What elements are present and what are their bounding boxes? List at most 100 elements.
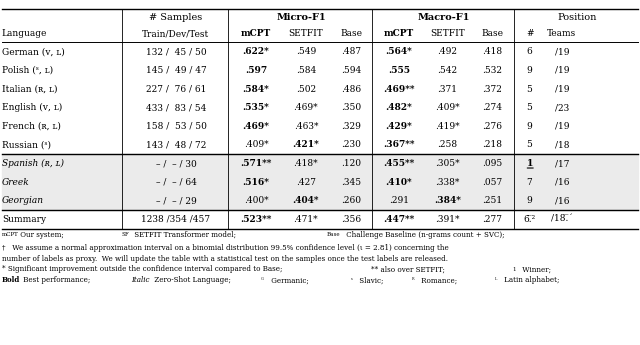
Text: – /  – / 30: – / – / 30	[156, 159, 196, 168]
Text: 1238 /354 /457: 1238 /354 /457	[141, 215, 211, 224]
Text: number of labels as proxy.  We will update the table with a statistical test on : number of labels as proxy. We will updat…	[2, 255, 448, 263]
Bar	[2, 173, 638, 191]
Text: /18.̅´: /18.̅´	[551, 215, 573, 224]
Text: ᴳ: ᴳ	[260, 278, 263, 283]
Text: Latin alphabet;: Latin alphabet;	[502, 276, 559, 284]
Text: 433 /  83 / 54: 433 / 83 / 54	[146, 103, 206, 112]
Text: Language: Language	[2, 29, 47, 39]
Text: /19: /19	[555, 85, 569, 93]
Text: .372: .372	[482, 85, 502, 93]
Text: SETFIT: SETFIT	[289, 29, 323, 39]
Text: Summary: Summary	[2, 215, 46, 224]
Text: German (ᴠ, ʟ): German (ᴠ, ʟ)	[2, 47, 65, 56]
Text: .260: .260	[341, 196, 361, 205]
Text: .356: .356	[341, 215, 361, 224]
Text: .095: .095	[482, 159, 502, 168]
Text: .532: .532	[482, 66, 502, 75]
Text: .251: .251	[482, 196, 502, 205]
Text: ˢ: ˢ	[351, 278, 353, 283]
Text: 9: 9	[527, 196, 532, 205]
Bar	[2, 191, 638, 210]
Text: .350: .350	[341, 103, 361, 112]
Text: 9: 9	[527, 66, 532, 75]
Text: .384*: .384*	[434, 196, 461, 205]
Text: 5: 5	[527, 140, 532, 149]
Text: #: #	[526, 29, 533, 39]
Text: Bold: Bold	[2, 276, 20, 284]
Text: .492: .492	[437, 47, 458, 56]
Text: French (ʀ, ʟ): French (ʀ, ʟ)	[2, 122, 61, 131]
Bar	[2, 154, 638, 173]
Text: /18: /18	[555, 140, 569, 149]
Text: /19: /19	[555, 66, 569, 75]
Text: Spanish (ʀ, ʟ): Spanish (ʀ, ʟ)	[2, 159, 64, 168]
Text: .469*: .469*	[243, 122, 269, 131]
Text: 227 /  76 / 61: 227 / 76 / 61	[146, 85, 206, 93]
Text: ᴸ: ᴸ	[495, 278, 497, 283]
Text: 7: 7	[527, 178, 532, 187]
Text: Base: Base	[481, 29, 503, 39]
Text: †: †	[2, 244, 5, 252]
Text: 6: 6	[527, 47, 532, 56]
Text: .057: .057	[482, 178, 502, 187]
Text: /16: /16	[555, 178, 569, 187]
Text: /17: /17	[555, 159, 569, 168]
Text: mCPT: mCPT	[384, 29, 414, 39]
Text: 5: 5	[527, 103, 532, 112]
Text: .230: .230	[341, 140, 361, 149]
Text: We assume a normal approximation interval on a binomial distribution 99.5% confi: We assume a normal approximation interva…	[10, 244, 449, 252]
Text: Italian (ʀ, ʟ): Italian (ʀ, ʟ)	[2, 85, 58, 93]
Text: mCPT: mCPT	[241, 29, 271, 39]
Text: Challenge Baseline (n-grams count + SVC);: Challenge Baseline (n-grams count + SVC)…	[344, 231, 505, 239]
Text: Russian (ˢ): Russian (ˢ)	[2, 140, 51, 149]
Text: Romance;: Romance;	[419, 276, 457, 284]
Text: # Samples: # Samples	[149, 12, 203, 22]
Text: Greek: Greek	[2, 178, 29, 187]
Text: .542: .542	[437, 66, 458, 75]
Text: Germanic;: Germanic;	[269, 276, 308, 284]
Text: Our system;: Our system;	[18, 231, 63, 239]
Text: 132 /  45 / 50: 132 / 45 / 50	[146, 47, 206, 56]
Text: /16: /16	[555, 196, 569, 205]
Text: .597: .597	[245, 66, 267, 75]
Text: Micro-F1: Micro-F1	[276, 12, 326, 22]
Text: .409*: .409*	[435, 103, 460, 112]
Text: .418*: .418*	[294, 159, 318, 168]
Text: .305*: .305*	[435, 159, 460, 168]
Text: .371: .371	[437, 85, 458, 93]
Text: Base: Base	[326, 233, 340, 237]
Text: – /  – / 64: – / – / 64	[156, 178, 196, 187]
Text: mCPT: mCPT	[2, 233, 19, 237]
Text: Winner;: Winner;	[520, 265, 550, 273]
Text: 143 /  48 / 72: 143 / 48 / 72	[146, 140, 206, 149]
Text: .564*: .564*	[386, 47, 412, 56]
Text: .429*: .429*	[386, 122, 412, 131]
Text: SETFIT Transformer model;: SETFIT Transformer model;	[132, 231, 237, 239]
Text: ᴿ: ᴿ	[412, 278, 414, 283]
Text: Position: Position	[557, 12, 596, 22]
Text: /23: /23	[555, 103, 569, 112]
Text: .469*: .469*	[294, 103, 318, 112]
Text: .584*: .584*	[243, 85, 269, 93]
Text: .482*: .482*	[386, 103, 412, 112]
Text: Slavic;: Slavic;	[357, 276, 383, 284]
Text: .329: .329	[341, 122, 361, 131]
Text: .276: .276	[482, 122, 502, 131]
Text: .421*: .421*	[292, 140, 319, 149]
Text: SF: SF	[122, 233, 129, 237]
Text: .535*: .535*	[243, 103, 269, 112]
Text: English (ᴠ, ʟ): English (ᴠ, ʟ)	[2, 103, 62, 112]
Text: .463*: .463*	[294, 122, 318, 131]
Text: Polish (ˢ, ʟ): Polish (ˢ, ʟ)	[2, 66, 53, 75]
Text: Italic: Italic	[131, 276, 150, 284]
Text: .469**: .469**	[383, 85, 415, 93]
Text: .584: .584	[296, 66, 316, 75]
Text: .277: .277	[482, 215, 502, 224]
Text: .404*: .404*	[292, 196, 319, 205]
Text: Teams: Teams	[547, 29, 577, 39]
Text: .258: .258	[437, 140, 458, 149]
Text: /19: /19	[555, 122, 569, 131]
Text: Zero-Shot Language;: Zero-Shot Language;	[152, 276, 230, 284]
Text: .391*: .391*	[435, 215, 460, 224]
Text: .594: .594	[341, 66, 361, 75]
